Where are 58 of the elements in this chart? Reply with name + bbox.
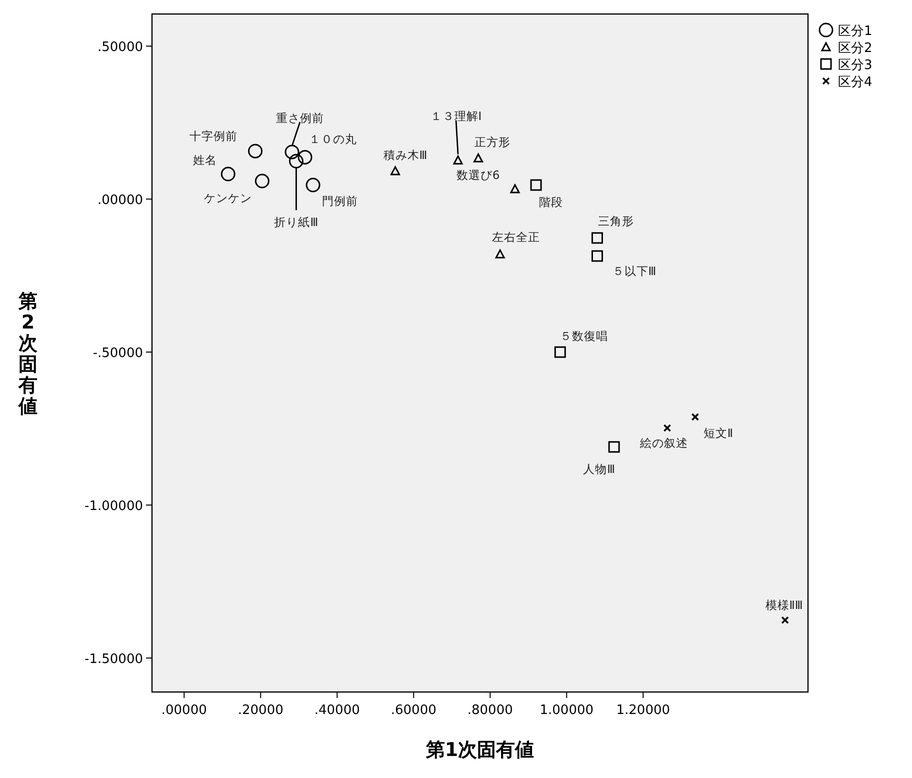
annotation: 階段 xyxy=(539,195,564,210)
point xyxy=(390,166,400,176)
annotation: 重さ例前 xyxy=(276,110,324,125)
legend-label: 区分4 xyxy=(838,75,872,90)
annotation: 姓名 xyxy=(193,153,218,168)
annotation: 絵の叙述 xyxy=(639,436,688,450)
y-axis-title: 第2次固有値 xyxy=(18,290,38,418)
point xyxy=(591,232,603,244)
y-tick-label: -1.00000 xyxy=(84,499,143,514)
point xyxy=(691,413,700,421)
annotation: 模様ⅡⅢ xyxy=(765,598,803,612)
x-tick-label: .00000 xyxy=(161,703,207,718)
annotation: 人物Ⅲ xyxy=(583,462,616,476)
x-tick-label: .80000 xyxy=(467,703,513,718)
y-tick-label: -1.50000 xyxy=(84,652,143,668)
x-tick-label: .60000 xyxy=(390,703,436,718)
y-tick-label: .00000 xyxy=(98,193,143,208)
point xyxy=(284,144,300,160)
annotation: １３理解Ⅰ xyxy=(430,109,482,124)
annotation: 正方形 xyxy=(474,135,510,150)
point xyxy=(288,154,304,168)
point xyxy=(554,346,566,358)
annotation: ５以下Ⅲ xyxy=(612,264,656,278)
point xyxy=(608,441,620,453)
annotation: 短文Ⅱ xyxy=(703,426,733,440)
annotation: 三角形 xyxy=(598,214,634,228)
annotation: 門例前 xyxy=(322,194,358,208)
point xyxy=(220,166,236,182)
annotation: 左右全正 xyxy=(492,230,540,244)
point xyxy=(495,249,505,258)
point xyxy=(474,153,484,162)
legend-label: 区分2 xyxy=(838,41,872,56)
x-tick-label: 1.00000 xyxy=(540,703,594,718)
x-tick-label: .20000 xyxy=(238,703,284,718)
point xyxy=(248,144,263,158)
y-tick-label: -.50000 xyxy=(92,346,143,362)
annotation: 十字例前 xyxy=(189,129,238,144)
point xyxy=(298,150,312,164)
annotation: 数選び6 xyxy=(456,168,500,182)
point xyxy=(591,250,603,262)
annotation: ５数復唱 xyxy=(560,329,608,344)
y-tick-label: .50000 xyxy=(98,40,143,56)
legend-label: 区分1 xyxy=(838,24,872,39)
point xyxy=(254,174,270,188)
x-tick-label: 1.20000 xyxy=(616,703,670,718)
point xyxy=(453,155,463,164)
annotation: ケンケン xyxy=(204,191,252,206)
x-axis-title: 第1次固有値 xyxy=(424,739,534,761)
point xyxy=(781,616,789,624)
point xyxy=(306,178,320,192)
point xyxy=(530,179,542,191)
annotation: 積み木Ⅲ xyxy=(383,148,428,162)
point xyxy=(663,424,672,432)
annotation: 折り紙Ⅲ xyxy=(274,215,318,230)
x-tick-label: .40000 xyxy=(314,703,360,718)
annotation: １０の丸 xyxy=(309,132,358,146)
point xyxy=(510,184,520,194)
legend-label: 区分3 xyxy=(838,58,872,73)
